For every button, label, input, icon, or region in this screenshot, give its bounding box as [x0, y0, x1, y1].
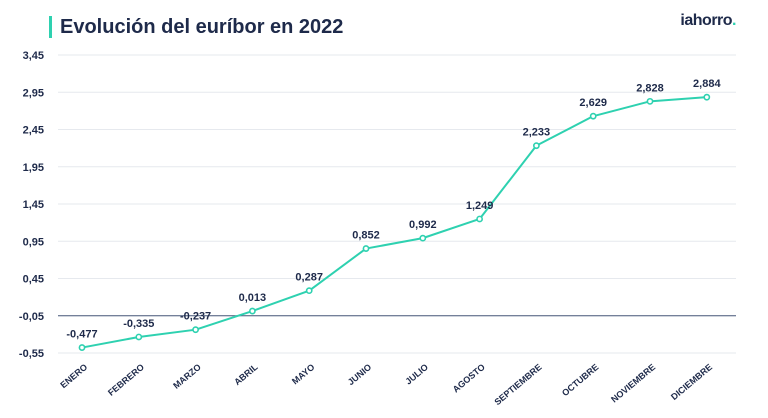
- x-tick-label: JUNIO: [346, 362, 374, 387]
- logo-text: iahorro: [680, 12, 733, 29]
- x-tick-label: FEBRERO: [106, 362, 146, 398]
- data-label: 2,828: [636, 82, 664, 94]
- data-label: 0,013: [239, 292, 267, 304]
- data-label: 0,287: [295, 272, 323, 284]
- data-label: 2,884: [693, 78, 721, 90]
- chart-title: Evolución del euríbor en 2022: [60, 15, 344, 38]
- data-point: [419, 234, 427, 242]
- y-tick-label: 1,95: [23, 162, 44, 174]
- x-tick-label: NOVIEMBRE: [609, 362, 657, 405]
- data-point: [362, 245, 370, 252]
- y-tick-label: -0,05: [19, 311, 44, 323]
- data-label: 2,233: [523, 127, 551, 139]
- y-tick-label: 0,45: [23, 274, 44, 286]
- data-point: [78, 344, 86, 351]
- data-point: [305, 287, 313, 295]
- y-tick-label: 2,45: [23, 125, 44, 137]
- x-tick-label: OCTUBRE: [560, 362, 601, 398]
- x-tick-label: SEPTIEMBRE: [492, 362, 543, 407]
- chart-header: Evolución del euríbor en 2022: [49, 14, 343, 40]
- data-label: 2,629: [579, 97, 607, 109]
- y-tick-label: 1,45: [23, 199, 44, 211]
- x-tick-label: ABRIL: [232, 362, 260, 388]
- y-tick-label: 0,95: [23, 236, 44, 248]
- title-accent-bar: [49, 16, 52, 38]
- data-label: -0,477: [66, 329, 97, 341]
- data-point: [703, 93, 711, 101]
- data-point: [589, 112, 597, 120]
- data-label: 0,992: [409, 219, 437, 231]
- x-tick-label: ENERO: [58, 362, 89, 390]
- series-line: [81, 96, 707, 349]
- x-tick-label: AGOSTO: [451, 362, 487, 395]
- data-label: -0,335: [123, 318, 154, 330]
- data-point: [476, 215, 483, 223]
- data-label: 1,249: [466, 200, 494, 212]
- data-label: 0,852: [352, 230, 380, 242]
- x-tick-label: DICIEMBRE: [669, 362, 714, 402]
- y-tick-label: 2,95: [23, 87, 44, 99]
- data-point: [248, 307, 256, 315]
- y-tick-label: -0,55: [19, 348, 44, 360]
- data-point: [646, 97, 654, 105]
- logo-dot: .: [732, 12, 736, 29]
- x-tick-label: MAYO: [290, 362, 316, 386]
- data-label: -0,237: [180, 311, 211, 323]
- y-tick-label: 3,45: [23, 50, 44, 62]
- data-point: [192, 326, 199, 334]
- x-tick-label: MARZO: [171, 362, 203, 391]
- brand-logo: iahorro.: [680, 12, 736, 30]
- x-tick-label: JULIO: [403, 362, 430, 387]
- data-point: [135, 333, 143, 341]
- data-point: [533, 142, 540, 150]
